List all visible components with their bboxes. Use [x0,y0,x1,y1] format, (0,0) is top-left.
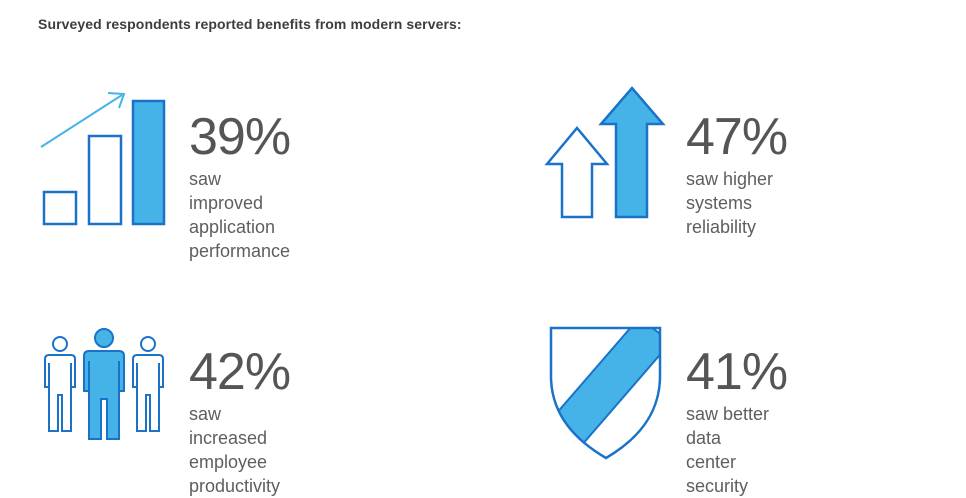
stat-description-line1: saw improved [189,169,264,213]
stat-percent: 47% [686,108,788,166]
shield-icon [549,326,662,460]
people-icon [44,328,164,440]
stat-description-line1: saw increased [189,404,268,448]
stat-description-line2: center security [686,452,749,496]
stat-percent: 42% [189,343,291,401]
up-arrows-icon [544,86,666,219]
stat-description-line1: saw better data [686,404,770,448]
stat-percent: 41% [686,343,788,401]
stat-description-line1: saw higher [686,169,774,189]
bar-chart-growth-icon [40,92,166,226]
page-title: Surveyed respondents reported benefits f… [38,16,462,32]
stat-description-line2: systems reliability [686,193,757,237]
stat-description-line2: application performance [189,217,291,261]
stat-percent: 39% [189,108,291,166]
stat-description-line2: employee productivity [189,452,281,496]
